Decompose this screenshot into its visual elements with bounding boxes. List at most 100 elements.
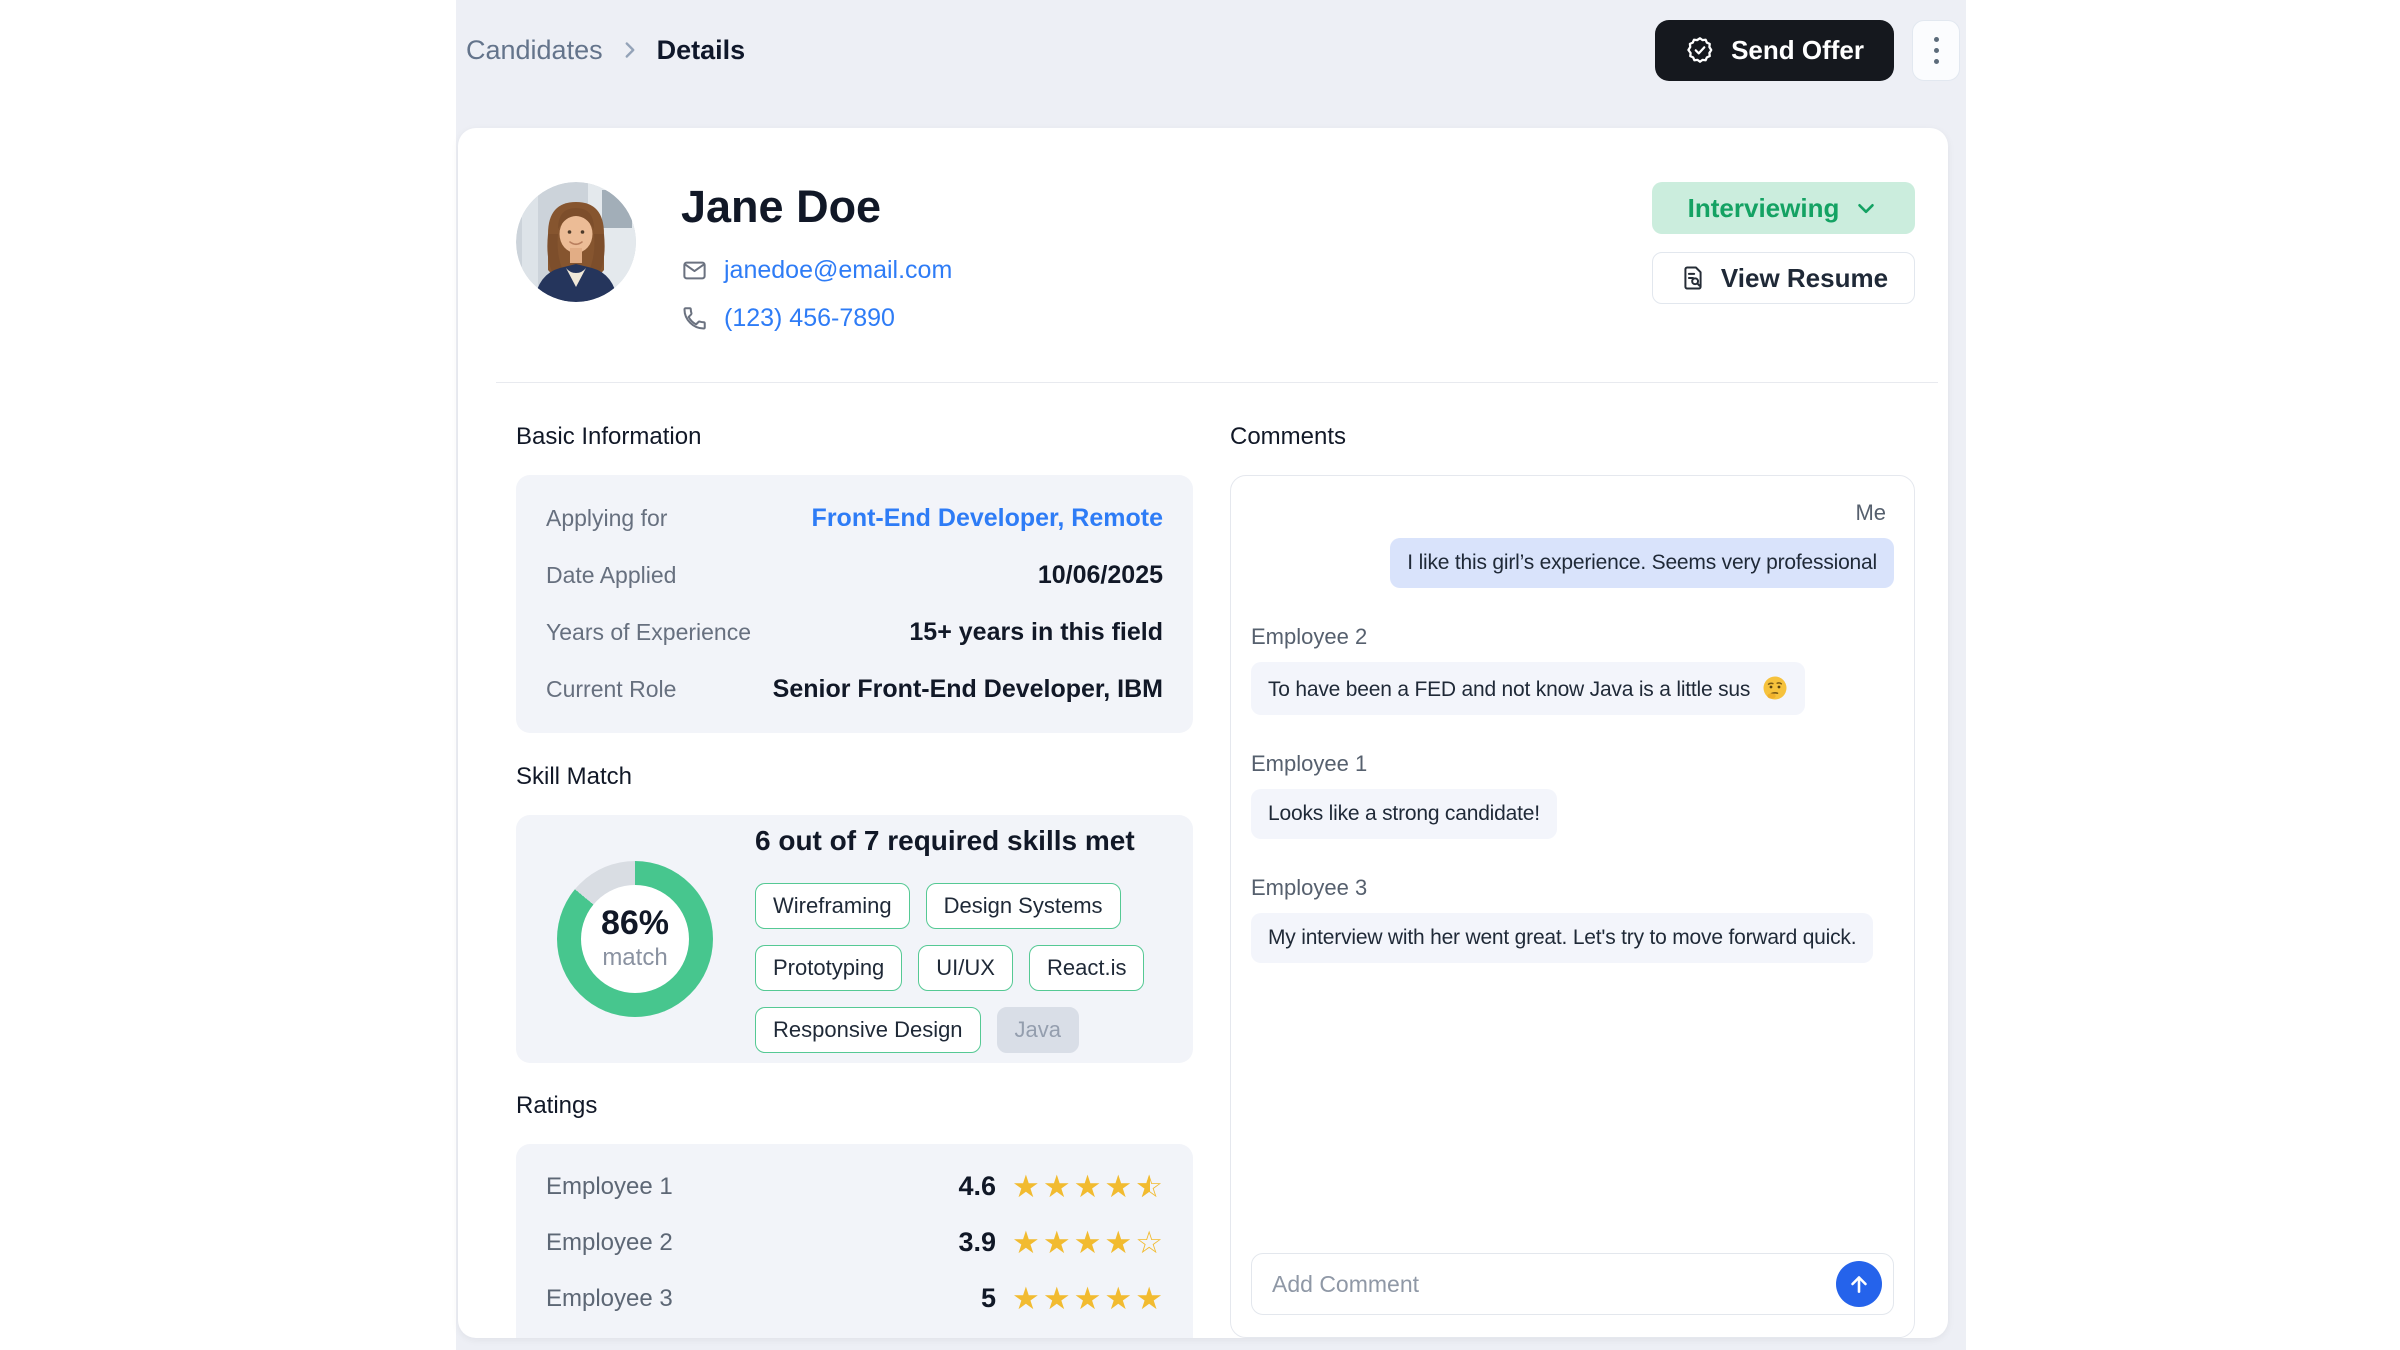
send-comment-button[interactable] [1836, 1261, 1882, 1307]
mail-icon [681, 257, 708, 284]
message: Me I like this girl’s experience. Seems v… [1251, 500, 1894, 588]
message-author: Employee 1 [1251, 750, 1368, 776]
skill-chip: UI/UX [918, 944, 1013, 991]
rating-row: Employee 1 4.6 ★ ★ ★ ★ ☆ ★ [546, 1170, 1163, 1204]
star-empty-icon: ☆ [1135, 1225, 1163, 1260]
info-value: 10/06/2025 [1037, 560, 1163, 589]
rating-stars: ★ ★ ★ ★ ☆ ★ [1012, 1171, 1163, 1202]
kebab-menu-icon [1933, 36, 1939, 42]
main-card: Jane Doe janedoe@email.com (123) 456-789… [458, 128, 1948, 1338]
phone-icon [681, 305, 708, 332]
ratings-section: Ratings Employee 1 4.6 ★ ★ ★ ★ ☆ ★ Employee 2 3.9… [516, 1092, 1193, 1339]
rating-score: 5 [980, 1283, 997, 1313]
candidate-name: Jane Doe [681, 181, 882, 232]
profile-info: Jane Doe janedoe@email.com (123) 456-789… [681, 182, 952, 333]
skill-chip-missing: Java [996, 1006, 1080, 1053]
star-full-icon: ★ [1012, 1225, 1040, 1260]
breadcrumb-item-details: Details [656, 34, 746, 65]
message-bubble: To have been a FED and not know Java is … [1251, 661, 1805, 715]
star-full-icon: ★ [1012, 1281, 1040, 1316]
avatar-image [516, 182, 636, 302]
skill-headline: 6 out of 7 required skills met [755, 824, 1135, 856]
arrow-up-icon [1846, 1271, 1872, 1297]
email-row: janedoe@email.com [681, 256, 952, 285]
message-bubble: My interview with her went great. Let's … [1251, 912, 1874, 963]
breadcrumb-item-candidates[interactable]: Candidates [466, 34, 603, 65]
rating-stars: ★ ★ ★ ★ ★ [1012, 1283, 1163, 1314]
message-author: Employee 3 [1251, 874, 1368, 900]
rating-label: Employee 3 [546, 1284, 673, 1312]
ratings-card: Employee 1 4.6 ★ ★ ★ ★ ☆ ★ Employee 2 3.9 ★ ★ ★ ★ ☆ Emp… [516, 1143, 1193, 1339]
topbar: Candidates Details Send Offer [456, 0, 1966, 128]
message-text: I like this girl’s experience. Seems ver… [1407, 550, 1877, 574]
thinking-face-emoji [1763, 676, 1787, 699]
basic-info-section: Basic Information Applying for Front-End … [516, 423, 1193, 733]
basic-info-title: Basic Information [516, 422, 702, 450]
rating-row: Me4★★★★☆ [546, 1338, 1163, 1339]
message: Employee 3 My interview with her went gre… [1251, 875, 1894, 963]
skill-chips: Wireframing Design Systems Prototyping UI/U… [755, 882, 1165, 1053]
comments-card: Me I like this girl’s experience. Seems v… [1230, 474, 1915, 1338]
star-full-icon: ★ [1012, 1169, 1040, 1204]
star-half-icon: ☆ ★ [1135, 1171, 1163, 1202]
star-fill: ★ [1135, 1171, 1150, 1202]
status-dropdown[interactable]: Interviewing [1652, 182, 1915, 234]
message-text: Looks like a strong candidate! [1268, 801, 1540, 825]
profile-section: Jane Doe janedoe@email.com (123) 456-789… [458, 128, 1948, 333]
profile-divider [496, 381, 1938, 383]
phone-link[interactable]: (123) 456-7890 [724, 303, 895, 332]
skill-match-section: Skill Match 86% match 6 out of 7 require… [516, 763, 1193, 1063]
content-columns: Basic Information Applying for Front-End … [458, 383, 1948, 1339]
avatar [516, 182, 636, 302]
message: Employee 1 Looks like a strong candidate! [1251, 751, 1894, 839]
right-column: Comments Me I like this girl’s experience… [1230, 422, 1915, 1338]
info-row: Applying for Front-End Developer, Remote [546, 503, 1163, 534]
left-column: Basic Information Applying for Front-End … [516, 423, 1193, 1339]
email-link[interactable]: janedoe@email.com [724, 255, 953, 284]
star-outline: ☆ [1135, 1169, 1163, 1204]
kebab-menu-button[interactable] [1912, 19, 1960, 81]
rating-score: 3.9 [958, 1227, 997, 1257]
view-resume-label: View Resume [1720, 262, 1889, 293]
message-text: My interview with her went great. Let's … [1268, 925, 1857, 949]
status-label: Interviewing [1687, 192, 1840, 223]
profile-actions: Interviewing View [1652, 182, 1915, 304]
skill-match-title: Skill Match [516, 762, 633, 790]
comment-input[interactable] [1251, 1253, 1894, 1315]
info-value-link[interactable]: Front-End Developer, Remote [811, 503, 1163, 532]
rating-label: Employee 1 [546, 1172, 673, 1200]
star-full-icon: ★ [1042, 1169, 1071, 1204]
star-full-icon: ★ [1104, 1281, 1133, 1316]
skill-match-details: 6 out of 7 required skills met Wireframi… [755, 825, 1165, 1053]
rating-row: Employee 2 3.9 ★ ★ ★ ★ ☆ [546, 1226, 1163, 1260]
info-label: Years of Experience [546, 618, 752, 645]
message: Employee 2 To have been a FED and not kno… [1251, 624, 1894, 715]
phone-row: (123) 456-7890 [681, 304, 952, 333]
rating-row: Employee 3 5 ★ ★ ★ ★ ★ [546, 1282, 1163, 1316]
message-author: Employee 2 [1251, 623, 1368, 649]
info-label: Current Role [546, 675, 677, 702]
view-resume-button[interactable]: View Resume [1652, 252, 1915, 304]
rating-score: 4.6 [958, 1171, 997, 1201]
match-percent: 86% [600, 903, 670, 942]
match-label: match [602, 943, 668, 971]
star-full-icon: ★ [1073, 1169, 1102, 1204]
basic-info-card: Applying for Front-End Developer, Remote D… [516, 474, 1193, 733]
skill-chip: Prototyping [755, 944, 903, 991]
send-offer-label: Send Offer [1731, 34, 1864, 65]
message-author: Me [1855, 499, 1886, 525]
star-full-icon: ★ [1073, 1225, 1102, 1260]
message-text: To have been a FED and not know Java is … [1268, 677, 1751, 701]
skill-match-card: 86% match 6 out of 7 required skills met… [516, 814, 1193, 1063]
send-offer-button[interactable]: Send Offer [1655, 19, 1894, 81]
breadcrumb: Candidates Details [466, 35, 745, 66]
star-full-icon: ★ [1042, 1225, 1071, 1260]
info-label: Date Applied [546, 561, 677, 588]
info-value: Senior Front-End Developer, IBM [772, 674, 1163, 703]
info-row: Current Role Senior Front-End Developer, … [546, 674, 1163, 705]
info-row: Date Applied 10/06/2025 [546, 560, 1163, 591]
rating-stars: ★ ★ ★ ★ ☆ [1012, 1227, 1163, 1258]
comments-title: Comments [1230, 422, 1347, 450]
skill-chip: Design Systems [925, 882, 1121, 929]
comments-section: Comments Me I like this girl’s experience… [1230, 422, 1915, 1338]
